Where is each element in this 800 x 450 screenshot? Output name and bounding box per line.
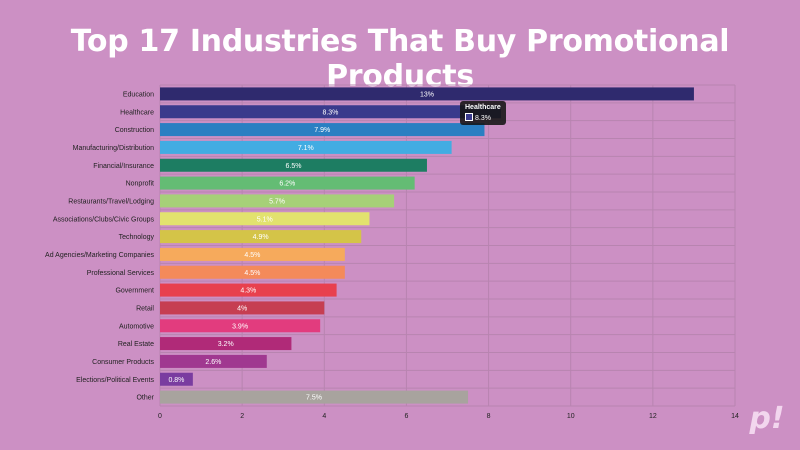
category-label: Retail (136, 305, 154, 312)
bar-value-label: 2.6% (205, 359, 221, 366)
category-label: Government (115, 288, 154, 295)
category-label: Professional Services (87, 270, 155, 277)
tooltip-title: Healthcare (465, 104, 501, 111)
x-tick-label: 12 (649, 413, 657, 420)
category-label: Construction (115, 127, 154, 134)
bar[interactable] (160, 354, 267, 368)
bar[interactable] (160, 390, 469, 404)
x-tick-label: 10 (567, 413, 575, 420)
bar-value-label: 4.5% (244, 270, 260, 277)
bar[interactable] (160, 158, 427, 172)
category-label: Financial/Insurance (93, 163, 154, 170)
bar-value-label: 4.9% (253, 234, 269, 241)
bar-value-label: 5.7% (269, 198, 285, 205)
bar[interactable] (160, 301, 325, 315)
category-label: Healthcare (120, 109, 154, 116)
category-label: Education (123, 91, 154, 98)
category-label: Elections/Political Events (76, 377, 154, 384)
logo: p! (748, 401, 784, 434)
bar[interactable] (160, 247, 345, 261)
bar-value-label: 4.5% (244, 252, 260, 259)
logo-text: p! (748, 401, 784, 434)
x-tick-label: 2 (240, 413, 244, 420)
bar-value-label: 5.1% (257, 216, 273, 223)
tooltip-swatch (465, 113, 473, 121)
category-label: Other (136, 395, 154, 402)
bars: 13% 8.3% 7.9% 7.1% 6.5% 6.2% 5.7% 5.1% 4.9% 4.5% 4… (160, 87, 694, 404)
category-label: Automotive (119, 323, 154, 330)
x-tick-label: 8 (487, 413, 491, 420)
bar-value-label: 0.8% (168, 377, 184, 384)
tooltip-value: 8.3% (475, 115, 491, 122)
bar-value-label: 6.2% (279, 181, 295, 188)
bar-tooltip: Healthcare 8.3% (460, 101, 506, 125)
bar-value-label: 4% (237, 305, 247, 312)
bar[interactable] (160, 123, 485, 137)
x-tick-label: 4 (322, 413, 326, 420)
category-labels: Education Healthcare Construction Manufactu… (45, 91, 155, 401)
bar-value-label: 4.3% (240, 288, 256, 295)
category-label: Manufacturing/Distribution (73, 145, 154, 152)
bar-value-label: 3.9% (232, 323, 248, 330)
bar-value-label: 6.5% (285, 163, 301, 170)
x-axis-ticks: 0 2 4 6 8 10 12 14 (158, 413, 739, 420)
bar[interactable] (160, 212, 370, 226)
bar-value-label: 13% (420, 91, 434, 98)
bar[interactable] (160, 176, 415, 190)
bar[interactable] (160, 230, 362, 244)
bar[interactable] (160, 140, 452, 154)
category-label: Real Estate (118, 341, 154, 348)
category-label: Consumer Products (92, 359, 154, 366)
tooltip-body: 8.3% (465, 113, 501, 122)
bar[interactable] (160, 265, 345, 279)
bar[interactable] (160, 372, 193, 386)
bar-value-label: 7.9% (314, 127, 330, 134)
bar-value-label: 7.5% (306, 395, 322, 402)
category-label: Technology (119, 234, 155, 241)
bar[interactable] (160, 105, 501, 119)
bar[interactable] (160, 194, 395, 208)
bar-value-label: 7.1% (298, 145, 314, 152)
bar[interactable] (160, 87, 694, 101)
x-tick-label: 0 (158, 413, 162, 420)
x-tick-label: 6 (404, 413, 408, 420)
bar[interactable] (160, 337, 292, 351)
category-label: Nonprofit (126, 181, 154, 188)
category-label: Associations/Clubs/Civic Groups (53, 216, 155, 223)
bar[interactable] (160, 283, 337, 297)
bar-value-label: 3.2% (218, 341, 234, 348)
grid-lines (159, 84, 736, 407)
category-label: Ad Agencies/Marketing Companies (45, 252, 154, 259)
x-tick-label: 14 (731, 413, 739, 420)
category-label: Restaurants/Travel/Lodging (68, 198, 154, 205)
chart-title: Top 17 Industries That Buy Promotional P… (70, 24, 730, 94)
bar-value-label: 8.3% (322, 109, 338, 116)
bar[interactable] (160, 319, 321, 333)
